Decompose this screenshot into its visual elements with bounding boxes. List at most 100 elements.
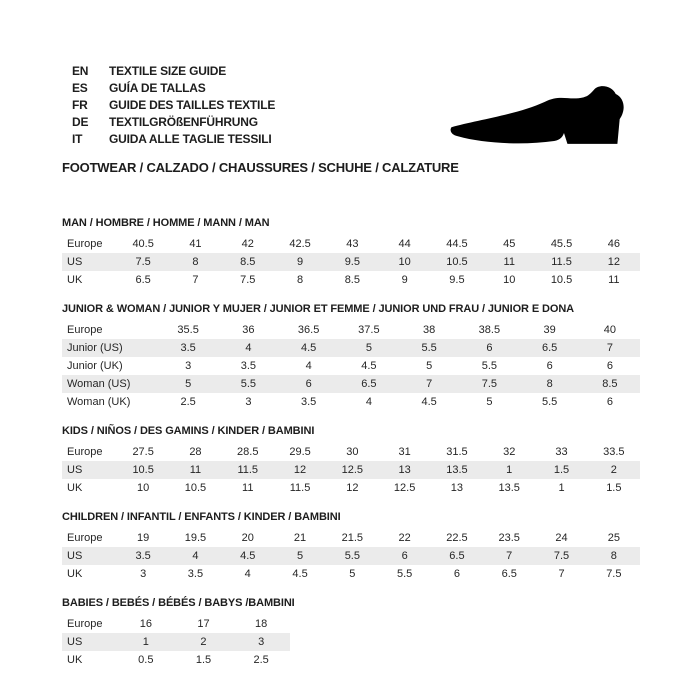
size-cell: 6.5	[519, 339, 580, 357]
section-title-kids: KIDS / NIÑOS / DES GAMINS / KINDER / BAM…	[62, 425, 315, 437]
table-row: Woman (US) 5 5.5 6 6.5 7 7.5 8 8.5	[62, 375, 640, 393]
row-label: UK	[67, 654, 83, 666]
size-cell: 2.5	[253, 654, 269, 666]
size-sections: MAN / HOMBRE / HOMME / MANN / MAN Europe 4…	[62, 217, 640, 683]
row-label: UK	[67, 568, 83, 580]
shoe-silhouette-path	[450, 86, 624, 144]
row-label: US	[62, 461, 117, 479]
size-cell: 42	[241, 238, 254, 250]
size-cell: 43	[346, 238, 359, 250]
size-cell: 5	[349, 568, 356, 580]
size-cell: 3	[232, 633, 290, 651]
size-cell: 3	[140, 568, 147, 580]
size-cell: 4	[305, 360, 312, 372]
size-cell: 21.5	[341, 532, 364, 544]
size-cell: 12	[587, 253, 640, 271]
row-label: US	[62, 253, 117, 271]
size-cell: 1	[117, 633, 175, 651]
size-cell: 8	[169, 253, 222, 271]
size-section-kids: KIDS / NIÑOS / DES GAMINS / KINDER / BAM…	[62, 425, 640, 497]
size-cell: 5	[486, 396, 493, 408]
size-section-babies: BABIES / BEBÉS / BÉBÉS / BABYS /BAMBINI E…	[62, 597, 640, 669]
size-cell: 3.5	[158, 339, 219, 357]
size-cell: 24	[555, 532, 568, 544]
row-label: US	[62, 547, 117, 565]
size-cell: 8	[519, 375, 580, 393]
size-cell: 31.5	[446, 446, 468, 458]
size-cell: 6	[606, 360, 613, 372]
table-row: US 7.5 8 8.5 9 9.5 10 10.5 11 11.5 12	[62, 253, 640, 271]
size-cell: 10.5	[550, 274, 573, 286]
size-section-man: MAN / HOMBRE / HOMME / MANN / MAN Europe 4…	[62, 217, 640, 289]
size-cell: 7.5	[535, 547, 588, 565]
table-row: Europe 35.5 36 36.5 37.5 38 38.5 39 40	[62, 321, 640, 339]
size-cell: 12.5	[326, 461, 379, 479]
size-cell: 10	[503, 274, 516, 286]
table-row: Europe 27.5 28 28.5 29.5 30 31 31.5 32 33 33.5	[62, 443, 640, 461]
row-label: Europe	[67, 446, 103, 458]
size-cell: 4.5	[361, 360, 377, 372]
size-cell: 7	[192, 274, 199, 286]
table-row: US 3.5 4 4.5 5 5.5 6 6.5 7 7.5 8	[62, 547, 640, 565]
row-label: US	[62, 633, 117, 651]
language-code: FR	[72, 97, 88, 112]
size-cell: 4	[218, 339, 279, 357]
size-cell: 45	[503, 238, 516, 250]
size-cell: 12.5	[393, 482, 416, 494]
section-title-man: MAN / HOMBRE / HOMME / MANN / MAN	[62, 217, 270, 229]
size-cell: 4.5	[292, 568, 308, 580]
size-cell: 27.5	[132, 446, 154, 458]
table-row: US 10.5 11 11.5 12 12.5 13 13.5 1 1.5 2	[62, 461, 640, 479]
size-cell: 33.5	[603, 446, 625, 458]
size-cell: 7	[579, 339, 640, 357]
table-row: Europe 16 17 18	[62, 615, 290, 633]
language-code: ES	[72, 80, 88, 95]
size-cell: 1.5	[535, 461, 588, 479]
size-cell: 4.5	[221, 547, 274, 565]
size-cell: 7.5	[606, 568, 622, 580]
size-cell: 9	[273, 253, 327, 271]
shoe-icon	[448, 76, 626, 152]
size-cell: 10	[137, 482, 150, 494]
size-cell: 4	[244, 568, 251, 580]
language-row-de: DE TEXTILGRÖßENFÜHRUNG	[72, 113, 275, 130]
size-cell: 12	[346, 482, 359, 494]
size-table-man: Europe 40.5 41 42 42.5 43 44 44.5 45 45.5 46 US 7.5 8…	[62, 235, 640, 289]
row-label: Junior (US)	[62, 339, 158, 357]
language-code: EN	[72, 63, 89, 78]
size-cell: 5.5	[396, 568, 413, 580]
size-cell: 46	[607, 238, 620, 250]
size-cell: 6	[378, 547, 431, 565]
size-cell: 4	[169, 547, 222, 565]
language-code: IT	[72, 131, 83, 146]
size-cell: 6	[606, 396, 613, 408]
size-cell: 42.5	[289, 238, 311, 250]
size-cell: 6.5	[501, 568, 517, 580]
size-cell: 33	[555, 446, 568, 458]
size-cell: 6.5	[135, 274, 151, 286]
size-cell: 8.5	[221, 253, 274, 271]
size-cell: 9.5	[326, 253, 379, 271]
language-label: GUÍA DE TALLAS	[109, 80, 206, 95]
row-label: UK	[67, 482, 83, 494]
row-label: Junior (UK)	[67, 360, 123, 372]
size-cell: 41	[189, 238, 202, 250]
size-cell: 22	[398, 532, 411, 544]
size-cell: 5	[273, 547, 327, 565]
size-cell: 5.5	[399, 339, 460, 357]
size-cell: 6	[453, 568, 460, 580]
row-label: Europe	[67, 618, 103, 630]
size-cell: 36.5	[297, 324, 320, 336]
size-section-junior-woman: JUNIOR & WOMAN / JUNIOR Y MUJER / JUNIOR…	[62, 303, 640, 411]
size-cell: 8	[587, 547, 640, 565]
size-cell: 3	[185, 360, 192, 372]
size-cell: 3	[245, 396, 252, 408]
size-cell: 6.5	[338, 375, 399, 393]
section-title-children: CHILDREN / INFANTIL / ENFANTS / KINDER /…	[62, 511, 341, 523]
size-cell: 11.5	[535, 253, 588, 271]
size-cell: 12	[273, 461, 327, 479]
size-cell: 1	[558, 482, 565, 494]
size-cell: 8.5	[344, 274, 360, 286]
size-cell: 25	[607, 532, 620, 544]
row-label: UK	[67, 274, 83, 286]
